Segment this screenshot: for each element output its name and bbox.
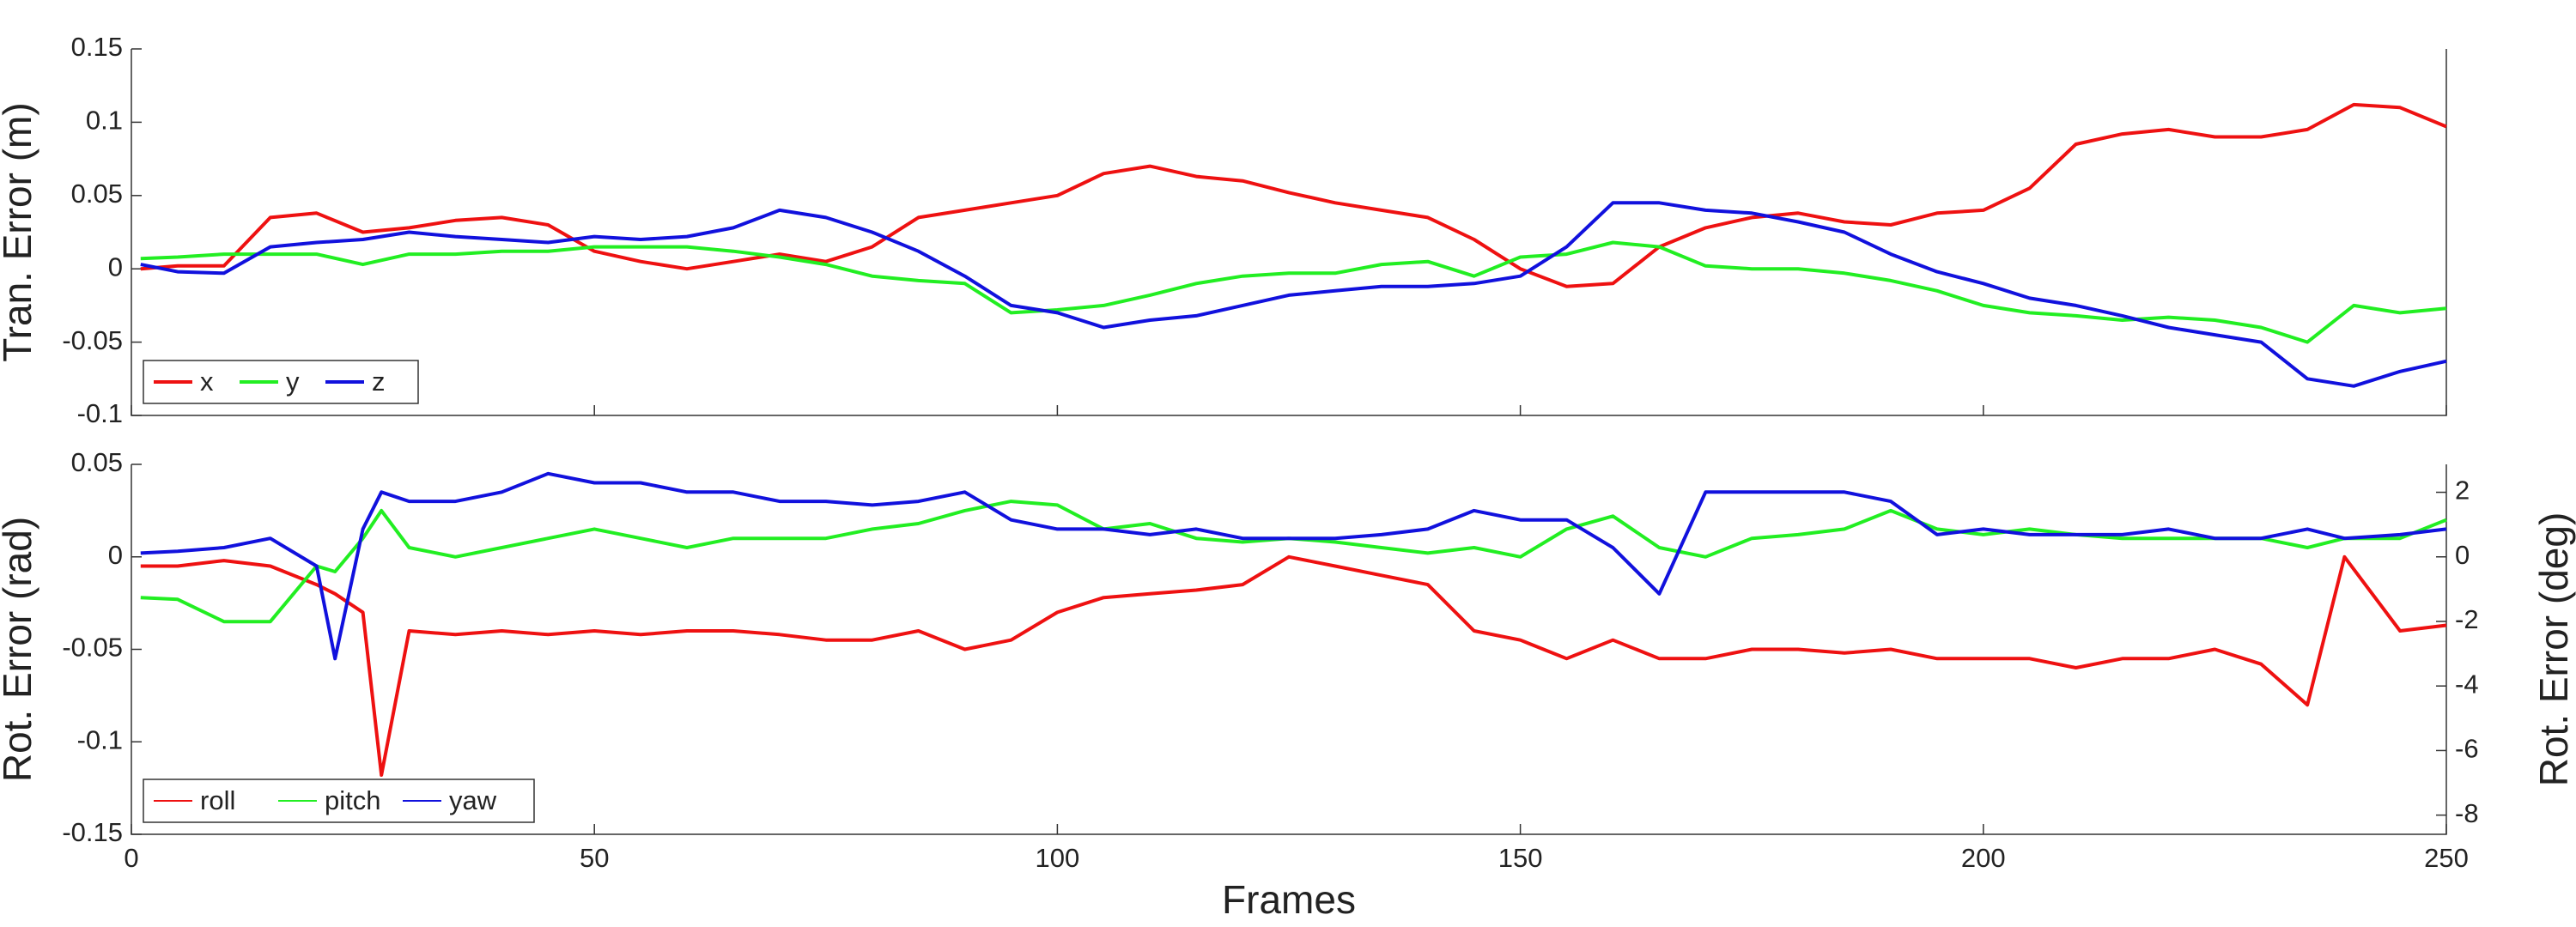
legend-label: x xyxy=(200,367,214,397)
y-tick-label: -0.05 xyxy=(62,633,123,663)
y-tick-label: -0.1 xyxy=(77,398,123,428)
x-tick-label: 100 xyxy=(1036,843,1080,873)
x-tick-label: 200 xyxy=(1961,843,2006,873)
y2-tick-label: -6 xyxy=(2455,734,2479,764)
y-tick-label: 0.1 xyxy=(86,106,123,136)
y2-tick-label: 2 xyxy=(2455,476,2470,506)
y-tick-label: 0 xyxy=(108,540,123,570)
y-tick-label: -0.1 xyxy=(77,724,123,754)
legend: roll pitch yaw xyxy=(143,779,535,823)
y-axis-label: Rot. Error (rad) xyxy=(0,517,39,782)
legend-label: y xyxy=(286,367,300,397)
legend-label: roll xyxy=(200,785,235,815)
x-tick-label: 150 xyxy=(1498,843,1543,873)
y-tick-label: -0.15 xyxy=(62,817,123,847)
series-line xyxy=(140,240,2447,344)
y-tick-label: 0.05 xyxy=(71,179,123,209)
y2-tick-label: -4 xyxy=(2455,669,2479,699)
series-line xyxy=(140,201,2447,388)
y-tick-label: 0.15 xyxy=(71,32,123,62)
y-tick-label: 0 xyxy=(108,251,123,282)
series-line xyxy=(140,554,2447,777)
x-axis-label: Frames xyxy=(1222,877,1356,922)
x-tick-label: 250 xyxy=(2424,843,2469,873)
x-tick-label: 50 xyxy=(580,843,609,873)
x-tick-label: 0 xyxy=(124,843,138,873)
axis-frame xyxy=(131,49,2447,416)
y2-tick-label: -8 xyxy=(2455,798,2479,828)
y-tick-label: 0.05 xyxy=(71,447,123,477)
legend-label: pitch xyxy=(325,785,380,815)
y2-tick-label: 0 xyxy=(2455,540,2470,570)
series-line xyxy=(140,102,2447,288)
legend: x y z xyxy=(143,360,419,404)
legend-box xyxy=(143,779,535,823)
y2-tick-label: -2 xyxy=(2455,604,2479,634)
legend-label: z xyxy=(372,367,386,397)
series-line xyxy=(140,500,2447,624)
y2-axis-label: Rot. Error (deg) xyxy=(2531,512,2576,787)
legend-label: yaw xyxy=(449,785,497,815)
y-axis-label: Tran. Error (m) xyxy=(0,102,39,361)
series-line xyxy=(140,471,2447,661)
y-tick-label: -0.05 xyxy=(62,325,123,355)
